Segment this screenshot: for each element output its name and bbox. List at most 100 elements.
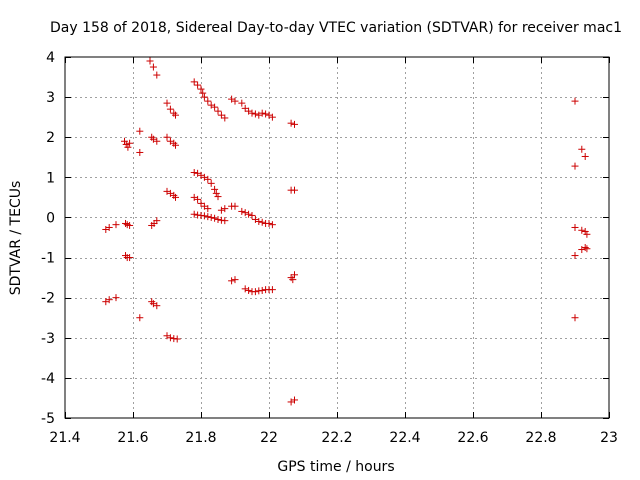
- y-axis-label: SDTVAR / TECUs: [8, 181, 24, 296]
- data-point: [221, 114, 229, 122]
- data-point: [238, 207, 246, 215]
- y-tick-label: 3: [46, 90, 55, 106]
- data-point: [221, 205, 229, 213]
- y-tick-label: 0: [46, 210, 55, 226]
- data-point: [245, 286, 253, 294]
- data-point: [112, 221, 120, 229]
- data-point: [245, 210, 253, 218]
- data-point: [265, 219, 273, 227]
- data-point: [248, 211, 256, 219]
- data-point: [251, 288, 259, 296]
- x-tick-label: 23: [600, 430, 618, 446]
- data-point: [571, 223, 579, 231]
- x-axis-label: GPS time / hours: [277, 459, 394, 475]
- data-point: [241, 209, 249, 217]
- data-point: [163, 133, 171, 141]
- data-point: [163, 99, 171, 107]
- data-point: [287, 119, 295, 127]
- data-point: [112, 294, 120, 302]
- data-point: [136, 148, 144, 156]
- data-point: [258, 286, 266, 294]
- data-point: [571, 314, 579, 322]
- data-point: [231, 97, 239, 105]
- data-point: [221, 217, 229, 225]
- data-point: [204, 97, 212, 105]
- data-point: [126, 254, 134, 262]
- data-point: [583, 245, 591, 253]
- data-point: [268, 221, 276, 229]
- data-point: [153, 71, 161, 79]
- data-point: [190, 210, 198, 218]
- data-point: [255, 217, 263, 225]
- data-point: [583, 230, 591, 238]
- x-tick-label: 21.6: [117, 430, 148, 446]
- data-point: [248, 109, 256, 117]
- data-point: [291, 271, 298, 279]
- data-point: [172, 141, 179, 149]
- data-point: [571, 162, 579, 170]
- data-point: [289, 276, 297, 284]
- data-point: [122, 219, 130, 227]
- data-point: [121, 137, 128, 145]
- chart-title: Day 158 of 2018, Sidereal Day-to-day VTE…: [50, 20, 622, 36]
- data-point: [581, 244, 589, 252]
- data-point: [173, 335, 181, 343]
- y-tick-label: -4: [41, 371, 55, 387]
- data-point: [200, 212, 208, 220]
- y-tick-label: -2: [41, 291, 55, 307]
- data-point: [231, 276, 239, 284]
- data-point: [268, 286, 276, 294]
- data-point: [204, 213, 212, 221]
- x-tick-label: 21.4: [49, 430, 80, 446]
- data-point: [172, 193, 179, 201]
- data-point: [190, 169, 198, 177]
- data-point: [136, 127, 144, 135]
- data-point: [214, 193, 222, 201]
- data-point: [166, 105, 174, 113]
- data-point: [214, 107, 222, 115]
- data-point: [231, 202, 239, 210]
- data-point: [172, 111, 179, 119]
- data-point: [153, 137, 161, 145]
- data-point: [207, 179, 215, 187]
- data-point: [291, 120, 298, 128]
- x-tick-label: 22.2: [321, 430, 352, 446]
- x-tick-label: 21.8: [185, 430, 216, 446]
- data-point: [214, 215, 222, 223]
- data-points: [102, 57, 591, 406]
- data-point: [204, 205, 212, 213]
- data-point: [153, 217, 161, 225]
- x-tick-label: 22: [260, 430, 278, 446]
- y-tick-label: -5: [41, 411, 55, 427]
- x-tick-label: 22.6: [457, 430, 488, 446]
- data-point: [228, 277, 236, 285]
- data-point: [199, 89, 207, 97]
- data-point: [211, 185, 219, 193]
- data-point: [571, 252, 579, 260]
- data-point: [578, 145, 586, 153]
- data-point: [197, 85, 205, 93]
- data-point: [166, 334, 174, 342]
- data-point: [241, 285, 249, 293]
- x-tick-labels: 21.4 21.6 21.8 22 22.2 22.4 22.6 22.8 23: [49, 430, 618, 446]
- data-point: [136, 314, 144, 322]
- plot-frame: [64, 56, 610, 419]
- data-point: [211, 214, 219, 222]
- data-point: [581, 152, 589, 160]
- data-point: [212, 189, 220, 197]
- data-point: [126, 221, 134, 229]
- data-point: [105, 223, 113, 231]
- y-tick-label: 4: [46, 50, 55, 66]
- data-point: [262, 110, 270, 118]
- x-tick-label: 22.8: [525, 430, 556, 446]
- data-point: [571, 97, 579, 105]
- data-point: [149, 63, 157, 71]
- y-tick-labels: -5 -4 -3 -2 -1 0 1 2 3 4: [41, 50, 55, 427]
- data-point: [211, 103, 219, 111]
- y-tick-label: 2: [46, 130, 55, 146]
- data-point: [105, 296, 113, 304]
- data-point: [207, 213, 215, 221]
